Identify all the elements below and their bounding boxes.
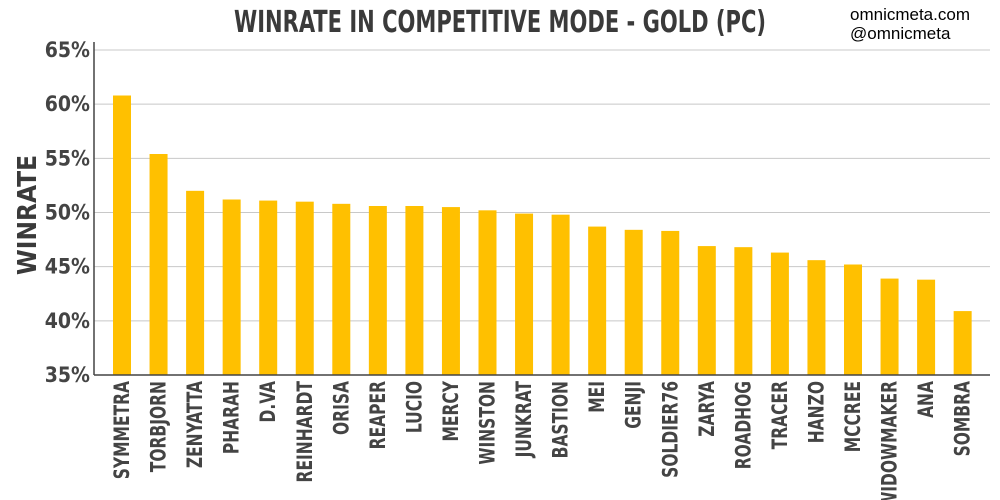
x-tick-label: MERCY xyxy=(438,381,463,442)
x-tick-label: WINSTON xyxy=(475,381,500,465)
y-tick-label: 55% xyxy=(45,146,90,170)
bar-roadhog xyxy=(734,247,753,375)
bar-mccree xyxy=(844,264,862,375)
bar-zenyatta xyxy=(186,190,205,375)
x-tick-label: GENJI xyxy=(621,381,646,429)
site-credit: omnicmeta.com xyxy=(850,5,970,24)
bar-winston xyxy=(478,210,497,375)
bar-mei xyxy=(588,226,607,375)
x-tick-label: SYMMETRA xyxy=(109,380,134,479)
x-tick-label: ZARYA xyxy=(694,380,719,436)
bar-junkrat xyxy=(515,213,534,375)
bar-hanzo xyxy=(807,260,826,375)
x-tick-label: REINHARDT xyxy=(292,381,317,483)
y-axis-label: WINRATE xyxy=(13,155,43,275)
x-tick-label: TRACER xyxy=(767,381,792,449)
y-tick-labels: 35% 40% 45% 50% 55% 60% 65% xyxy=(45,38,90,387)
x-tick-label: REAPER xyxy=(365,381,390,449)
x-tick-label: ZENYATTA xyxy=(182,380,207,468)
bar-d-va xyxy=(259,200,278,375)
y-tick-label: 60% xyxy=(45,92,90,116)
bar-lucio xyxy=(405,206,424,375)
x-tick-label: ANA xyxy=(913,380,938,417)
x-tick-labels: SYMMETRA TORBJORN ZENYATTA PHARAH D.VA REINHA… xyxy=(109,380,975,500)
bar-reaper xyxy=(368,206,387,375)
bar-widowmaker xyxy=(880,278,899,375)
gridlines xyxy=(94,49,990,322)
chart-title: WINRATE IN COMPETITIVE MODE - GOLD (PC) xyxy=(234,5,766,40)
y-tick-label: 35% xyxy=(45,363,90,387)
x-tick-label: WIDOWMAKER xyxy=(877,381,902,500)
x-tick-label: BASTION xyxy=(548,381,573,458)
bar-reinhardt xyxy=(295,201,314,375)
bar-pharah xyxy=(222,199,241,375)
bar-orisa xyxy=(332,203,351,375)
bar-symmetra xyxy=(113,95,131,375)
x-tick-label: MCCREE xyxy=(840,381,865,452)
x-tick-label: LUCIO xyxy=(402,381,427,433)
y-tick-label: 50% xyxy=(45,201,90,225)
y-tick-label: 45% xyxy=(45,255,90,279)
bar-zarya xyxy=(697,246,716,375)
bar-torbjorn xyxy=(149,154,168,375)
x-tick-label: PHARAH xyxy=(219,381,244,454)
bars xyxy=(113,95,972,375)
bar-soldier76 xyxy=(661,230,680,375)
y-tick-label: 65% xyxy=(45,38,90,62)
y-tick-label: 40% xyxy=(45,309,90,333)
x-tick-label: SOMBRA xyxy=(950,380,975,456)
bar-sombra xyxy=(953,311,972,375)
bar-mercy xyxy=(441,207,460,375)
bar-genji xyxy=(624,229,643,375)
x-tick-label: SOLDIER76 xyxy=(658,381,683,478)
bar-ana xyxy=(917,279,936,375)
x-tick-label: HANZO xyxy=(804,381,829,443)
x-tick-label: ORISA xyxy=(329,380,354,435)
x-tick-label: ROADHOG xyxy=(731,381,756,469)
x-tick-label: JUNKRAT xyxy=(511,381,536,458)
x-tick-label: MEI xyxy=(584,381,609,413)
x-tick-label: TORBJORN xyxy=(146,381,171,472)
bar-tracer xyxy=(770,252,789,375)
handle-credit: @omnicmeta xyxy=(850,24,951,43)
bar-bastion xyxy=(551,214,570,375)
x-tick-label: D.VA xyxy=(256,380,281,422)
